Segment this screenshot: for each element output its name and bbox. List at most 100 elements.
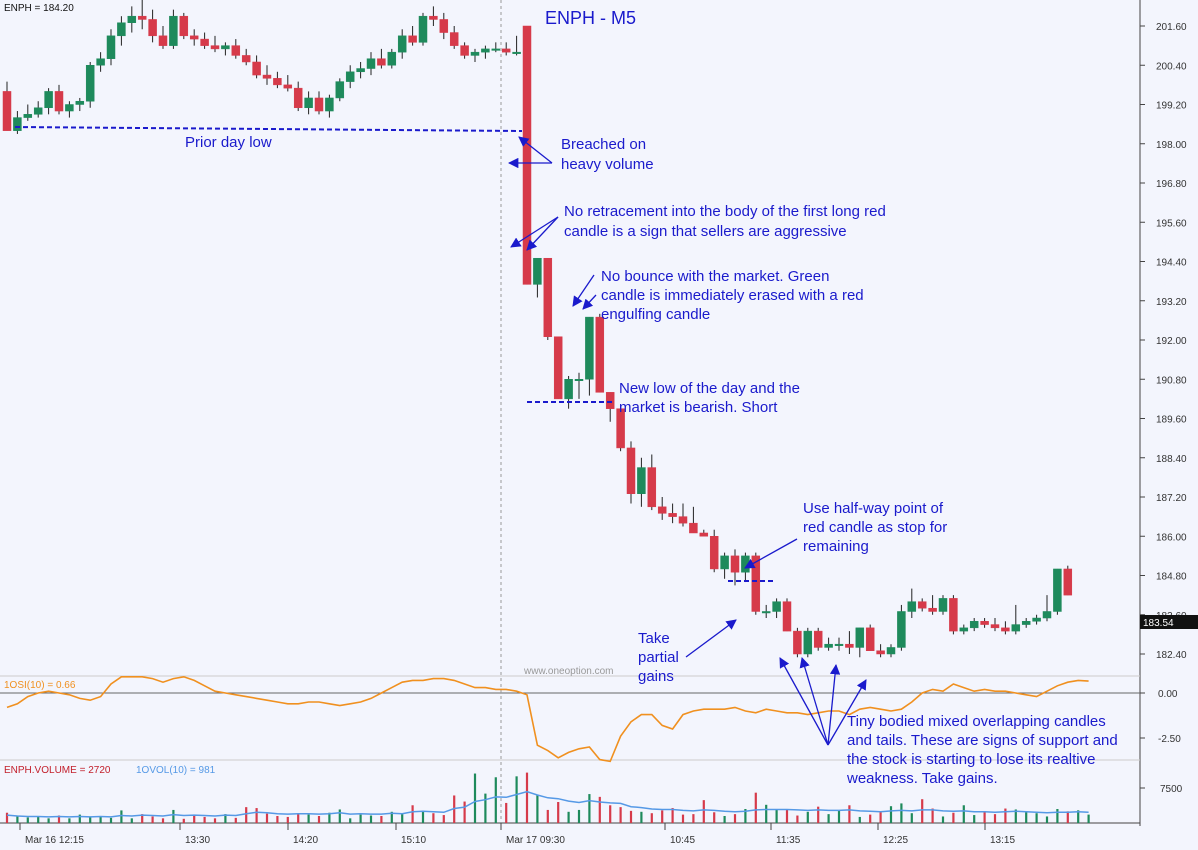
candle-body-down [501,48,511,53]
watermark: www.oneoption.com [523,666,614,677]
candle-body-down [158,35,168,46]
candle-body-up [13,117,22,131]
annotations: Prior day low Breached on heavy volume No r… [185,134,1118,787]
annotation-new-low: market is bearish. Short [619,399,778,416]
candle-body-down [699,532,709,537]
candle-body-down [689,522,698,534]
annotation-half-way: Use half-way point of [803,500,944,517]
candle-body-up [803,630,813,655]
candle-body-down [439,19,449,33]
candle-body-up [564,379,573,400]
candle-body-down [262,74,272,79]
candle-body-up [117,22,126,37]
annotation-no-retrace: candle is a sign that sellers are aggres… [564,223,847,240]
annotation-no-bounce: No bounce with the market. Green [601,268,829,285]
candle-body-up [356,68,365,73]
candle-body-up [824,643,833,648]
candle-body-down [210,45,220,50]
candle-body-down [252,61,261,76]
candle-group [2,0,1073,658]
price-tick-label: 194.40 [1156,258,1187,269]
annotation-no-retrace: No retracement into the body of the firs… [564,203,886,220]
candle-body-up [491,48,501,51]
osi-pane: 0.00 -2.50 [6,675,1181,763]
candle-body-down [148,19,157,37]
candle-body-down [813,630,823,648]
candle-body-up [1032,617,1041,622]
candle-body-up [574,379,584,381]
price-tick-label: 201.60 [1156,22,1187,33]
price-tick-label: 190.80 [1156,375,1187,386]
candle-body-down [449,32,459,46]
annotation-arrows [507,136,867,746]
candle-body-up [1021,621,1031,625]
price-tick-label: 200.40 [1156,61,1187,72]
candle-body-up [897,611,906,648]
arrow-nobounce-2 [582,294,597,310]
time-tick-label: 10:45 [670,835,695,846]
candle-body-down [865,627,875,651]
candle-body-up [886,647,896,655]
candle-body-down [657,506,667,514]
candle-body-down [408,35,417,43]
candle-body-down [709,536,719,570]
candle-body-down [647,467,657,508]
osi-tick-label: 0.00 [1158,689,1178,700]
annotation-take-partial: gains [638,668,674,685]
candle-body-down [782,601,792,632]
candle-body-down [1063,568,1073,596]
candle-body-up [169,15,178,46]
candle-body-down [293,87,303,109]
candle-body-up [720,555,729,570]
candle-body-up [969,621,979,629]
candle-body-down [231,45,241,56]
candle-body-up [637,467,646,494]
price-tick-label: 199.20 [1156,101,1187,112]
candle-body-up [85,65,95,102]
candle-body-up [397,35,407,53]
price-tick-label: 182.40 [1156,650,1187,661]
candle-body-up [23,114,33,118]
annotation-new-low: New low of the day and the [619,380,800,397]
candle-body-down [678,516,688,524]
candle-body-down [2,91,12,131]
candle-body-up [741,555,750,573]
osi-label: 1OSI(10) = 0.66 [4,680,76,691]
candle-body-down [1001,627,1010,632]
candle-body-up [127,15,137,23]
arrow-support-3 [827,663,841,746]
price-tick-label: 198.00 [1156,140,1187,151]
candle-body-up [772,601,781,612]
candle-body-up [470,51,480,56]
time-tick-label: 15:10 [401,835,426,846]
annotation-breached: heavy volume [561,156,654,173]
price-tick-label: 196.80 [1156,179,1187,190]
osi-tick-label: -2.50 [1158,734,1181,745]
last-price-label: 183.54 [1143,618,1174,629]
candle-body-up [96,58,105,66]
price-tick-label: 187.20 [1156,493,1187,504]
candle-body-up [221,45,230,50]
price-tick-label: 188.40 [1156,454,1187,465]
candle-body-up [65,104,74,112]
candle-body-down [595,316,605,393]
arrow-stop [744,538,798,569]
time-tick-label: 12:25 [883,835,908,846]
candle-body-up [761,611,771,614]
annotation-tiny-bodied: and tails. These are signs of support an… [847,732,1118,749]
candle-body-up [533,257,542,285]
candle-body-down [543,257,553,337]
annotation-tiny-bodied: weakness. Take gains. [846,770,998,787]
time-tick-label: 14:20 [293,835,318,846]
candle-body-up [304,97,313,109]
time-tick-label: 13:30 [185,835,210,846]
candle-body-down [626,447,636,494]
candle-body-down [377,58,386,66]
candle-body-down [980,621,989,625]
candle-body-up [75,100,85,105]
candle-body-up [512,51,521,54]
prior-day-low-line [14,126,523,132]
